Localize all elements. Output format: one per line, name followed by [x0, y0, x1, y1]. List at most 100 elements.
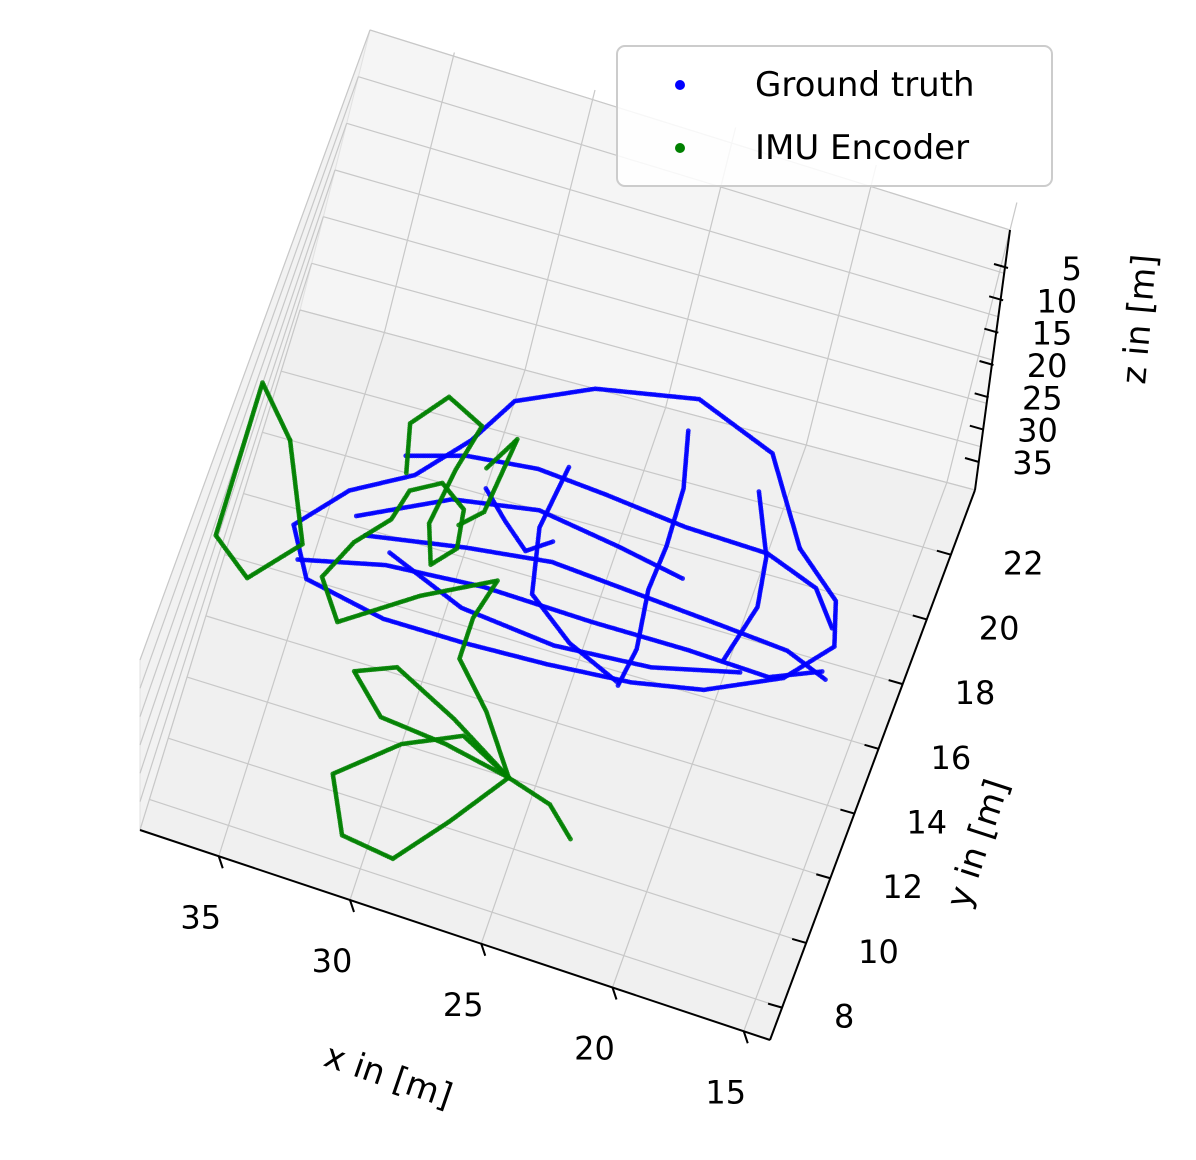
x-tick-mark: [611, 987, 618, 1000]
y-tick-mark: [888, 679, 903, 686]
grid-line-x: [480, 407, 667, 944]
trajectory-segment: [615, 428, 691, 688]
grid-line-y: [168, 737, 807, 944]
y-tick-mark: [767, 1002, 783, 1009]
z-tick-mark: [974, 392, 989, 399]
grid-line-y: [205, 615, 855, 815]
series-layer: [213, 380, 839, 862]
grid-line-x: [611, 444, 807, 988]
x-axis-label: x in [m]: [319, 1036, 457, 1117]
z-axis-label: z in [m]: [1114, 253, 1165, 386]
y-tick-mark: [936, 549, 952, 556]
series-ground-truth: [291, 386, 839, 693]
trajectory-segment: [319, 394, 512, 780]
y-tick-mark: [840, 808, 855, 815]
z-tick-mark: [979, 360, 994, 366]
series-imu-encoder: [213, 380, 573, 862]
trajectory-segment: [720, 489, 769, 663]
grid-line-back-vertical: [524, 89, 596, 371]
legend-box: [616, 45, 1053, 187]
data-point: [819, 669, 825, 674]
trajectory-segment: [456, 436, 520, 528]
y-tick-mark: [864, 743, 879, 750]
z-tick-label: 25: [1022, 379, 1063, 417]
trajectory-segment: [387, 550, 743, 675]
legend-marker-ground-truth: [675, 80, 685, 90]
grid-line-z-left: [139, 216, 324, 774]
y-axis-label: y in [m]: [939, 775, 1018, 913]
y-tick-mark: [791, 937, 807, 944]
grid-line-z-left: [139, 263, 313, 802]
y-tick-label: 22: [1003, 545, 1044, 583]
z-tick-label: 20: [1027, 347, 1068, 385]
grid-line-back-vertical: [805, 164, 877, 446]
x-tick-mark: [480, 943, 487, 957]
y-tick-label: 10: [858, 933, 899, 971]
grid-line-z-back: [334, 169, 993, 361]
grid-line-y: [224, 554, 879, 750]
data-point: [680, 576, 685, 581]
grid-line-z-back: [299, 309, 976, 491]
x-tick-label: 25: [443, 986, 484, 1024]
y-tick-label: 14: [906, 804, 947, 842]
trajectory-segment: [353, 497, 685, 581]
x-tick-label: 20: [574, 1030, 615, 1068]
data-point: [550, 539, 556, 544]
y-tick-label: 20: [979, 609, 1020, 647]
grid-line-y: [149, 798, 783, 1009]
y-tick-label: 16: [931, 739, 972, 777]
grid-line-y: [281, 370, 952, 556]
z-tick-mark: [993, 263, 1009, 269]
grid-line-z-left: [139, 309, 301, 831]
x-tick-mark: [742, 1030, 749, 1044]
grid-line-z-left: [139, 76, 359, 689]
trajectory-segment: [362, 533, 828, 682]
legend-label-ground-truth: Ground truth: [755, 65, 975, 105]
data-point: [287, 437, 293, 443]
y-tick-label: 18: [955, 674, 996, 712]
legend-label-imu-encoder: IMU Encoder: [755, 128, 969, 168]
z-tick-mark: [964, 457, 980, 463]
grid-line-x: [743, 482, 948, 1032]
axes: [139, 229, 1011, 1044]
grid-line-back-vertical: [946, 202, 1018, 483]
z-tick-mark: [988, 295, 1004, 302]
legend-marker-imu-encoder: [675, 143, 685, 153]
y-axis-line: [769, 489, 976, 1041]
data-point: [797, 546, 803, 551]
z-tick-label: 30: [1017, 412, 1058, 450]
trajectory-segment: [403, 453, 835, 631]
z-tick-label: 35: [1012, 444, 1053, 482]
z-tick-label: 10: [1036, 282, 1077, 320]
grid-line-z-back: [346, 122, 999, 318]
data-point: [568, 836, 573, 842]
x-tick-mark: [217, 855, 224, 869]
trajectory-segment: [351, 664, 512, 780]
x-tick-mark: [349, 899, 355, 913]
trajectory-segment: [291, 386, 839, 693]
x-tick-label: 35: [180, 898, 221, 936]
y-tick-mark: [816, 873, 831, 880]
z-tick-mark: [984, 327, 999, 334]
data-point: [823, 677, 828, 682]
grid-line-z-left: [139, 123, 348, 717]
data-point: [737, 670, 743, 675]
trajectory-segment: [213, 380, 305, 581]
z-tick-mark: [969, 424, 985, 431]
grid-line-x: [218, 332, 385, 857]
y-tick-mark: [912, 614, 928, 621]
legend: Ground truth IMU Encoder: [616, 45, 1053, 187]
data-point: [615, 683, 621, 688]
grid-line-z-back: [323, 216, 987, 404]
data-point: [403, 470, 409, 476]
grid-line-z-back: [311, 262, 981, 448]
data-point: [720, 658, 726, 663]
y-tick-label: 8: [834, 998, 854, 1036]
y-tick-label: 12: [882, 868, 923, 906]
data-point: [829, 625, 835, 631]
x-tick-label: 15: [705, 1073, 746, 1111]
data-point: [456, 522, 462, 528]
z-tick-label: 5: [1062, 250, 1082, 288]
